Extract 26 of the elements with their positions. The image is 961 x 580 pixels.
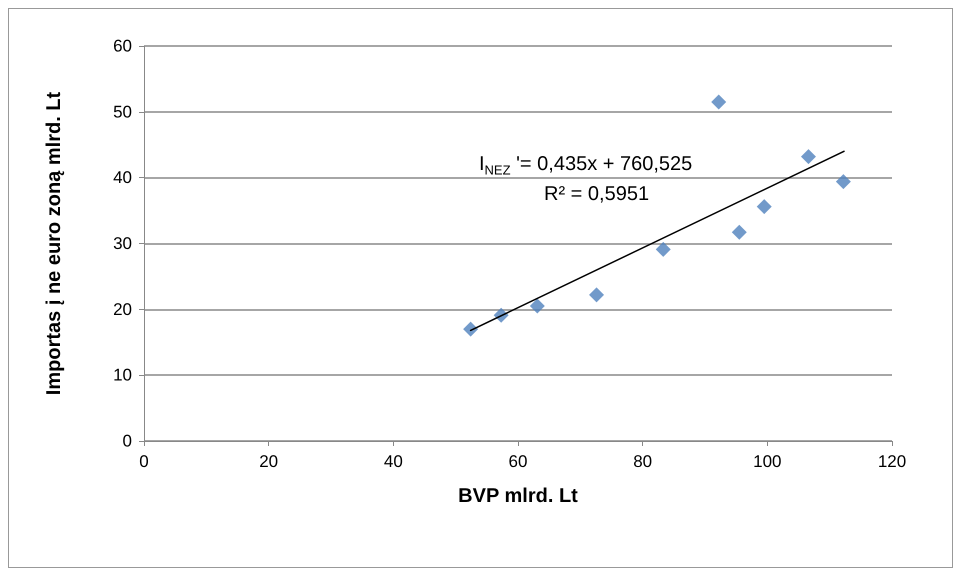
y-tick-label: 30	[113, 234, 132, 253]
y-tick-label: 60	[113, 36, 132, 56]
point	[732, 224, 747, 240]
point	[756, 199, 772, 214]
point	[711, 94, 726, 110]
x-tick-label: 80	[633, 452, 652, 471]
y-tick-label: 50	[113, 102, 132, 122]
y-tick-label: 10	[113, 366, 132, 385]
point	[836, 174, 851, 190]
y-tick-label: 0	[122, 432, 132, 450]
point	[589, 287, 604, 302]
point	[800, 149, 816, 164]
x-tick-label: 20	[259, 452, 278, 471]
x-tick-label: 0	[139, 452, 149, 471]
point	[463, 322, 478, 337]
y-tick-label: 40	[113, 168, 132, 188]
x-tick-label: 120	[878, 452, 906, 471]
x-tick-label: 40	[384, 452, 403, 471]
x-axis-title: BVP mlrd. Lt	[458, 485, 578, 507]
x-tick-label: 60	[508, 452, 528, 471]
annotation: R² = 0,5951	[544, 183, 650, 205]
point	[656, 242, 671, 257]
y-tick-label: 20	[113, 300, 132, 319]
x-tick-label: 100	[753, 452, 782, 471]
y-axis-title: Importas į ne euro zoną mlrd. Lt	[43, 91, 65, 396]
point	[530, 298, 545, 314]
